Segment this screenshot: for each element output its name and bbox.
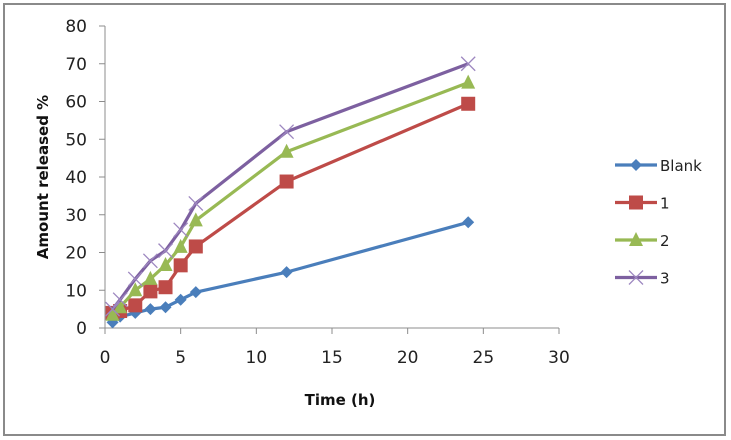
series-3 [105,56,476,317]
x-tick-label: 5 [175,348,186,368]
x-marker [112,292,128,308]
diamond-marker [280,266,293,279]
legend-square-marker [629,195,643,210]
series-blank [106,216,475,329]
x-axis-title: Time (h) [305,391,376,409]
x-marker-stroke [105,301,121,317]
legend: Blank 1 2 3 [615,157,702,288]
y-tick-label: 70 [65,55,87,75]
y-tick-label: 30 [65,206,87,226]
x-marker [127,271,143,287]
square-marker [279,174,294,189]
square-marker [173,258,188,273]
series-2 [105,74,476,321]
x-marker-stroke [188,195,204,211]
diamond-marker [174,293,187,306]
series-layer [105,56,476,329]
triangle-marker [105,306,120,321]
triangle-marker [173,238,188,253]
x-marker-stroke [279,124,295,140]
axes: 0 10 20 30 40 50 60 70 80 0 5 10 15 20 25 30 [65,17,569,368]
chart-frame [3,3,726,436]
triangle-marker [143,270,158,285]
triangle-marker [188,212,203,227]
legend-item-blank: Blank [615,157,702,175]
x-tick-label: 25 [473,348,495,368]
y-tick-label: 10 [65,281,87,301]
legend-item-3: 3 [615,270,670,288]
triangle-marker [113,299,128,314]
y-tick-label: 0 [76,319,87,339]
series-line [111,81,469,316]
x-marker-stroke [460,56,476,72]
x-marker [173,222,189,238]
diamond-marker [462,216,475,229]
legend-diamond-marker [630,159,642,171]
triangle-marker [158,256,173,271]
x-marker [279,124,295,140]
x-marker [142,253,158,269]
square-marker [143,284,158,299]
diamond-marker [189,286,202,299]
y-tick-label: 20 [65,244,87,264]
x-marker-stroke [112,292,128,308]
legend-item-2: 2 [615,232,670,250]
legend-x-marker [628,270,644,285]
square-marker [128,298,143,313]
diamond-marker [144,303,157,316]
x-marker-stroke [173,222,189,238]
x-tick-label: 15 [321,348,343,368]
square-marker [158,280,173,295]
triangle-marker [128,282,143,297]
legend-item-1: 1 [615,195,670,213]
x-marker-stroke [628,270,644,285]
y-tick-label: 50 [65,130,87,150]
x-marker [158,243,173,259]
x-marker [188,195,204,211]
y-axis-title: Amount released % [34,95,52,259]
x-marker-stroke [142,253,158,269]
legend-label: 2 [660,232,670,250]
triangle-marker [279,143,294,158]
y-tick-label: 80 [65,17,87,37]
x-tick-label: 10 [246,348,268,368]
legend-label: 3 [660,270,670,288]
x-marker [105,301,121,317]
square-marker [188,239,203,254]
x-marker [460,56,476,72]
x-tick-label: 0 [100,348,111,368]
x-tick-label: 20 [397,348,419,368]
x-marker-stroke [158,243,173,259]
legend-triangle-marker [629,232,643,246]
x-marker-stroke [127,271,143,287]
legend-label: 1 [660,195,670,213]
square-marker [461,96,476,111]
y-tick-label: 60 [65,93,87,113]
diamond-marker [159,301,172,314]
x-tick-label: 30 [548,348,570,368]
legend-label: Blank [660,157,702,175]
triangle-marker [461,74,476,89]
y-tick-label: 40 [65,168,87,188]
